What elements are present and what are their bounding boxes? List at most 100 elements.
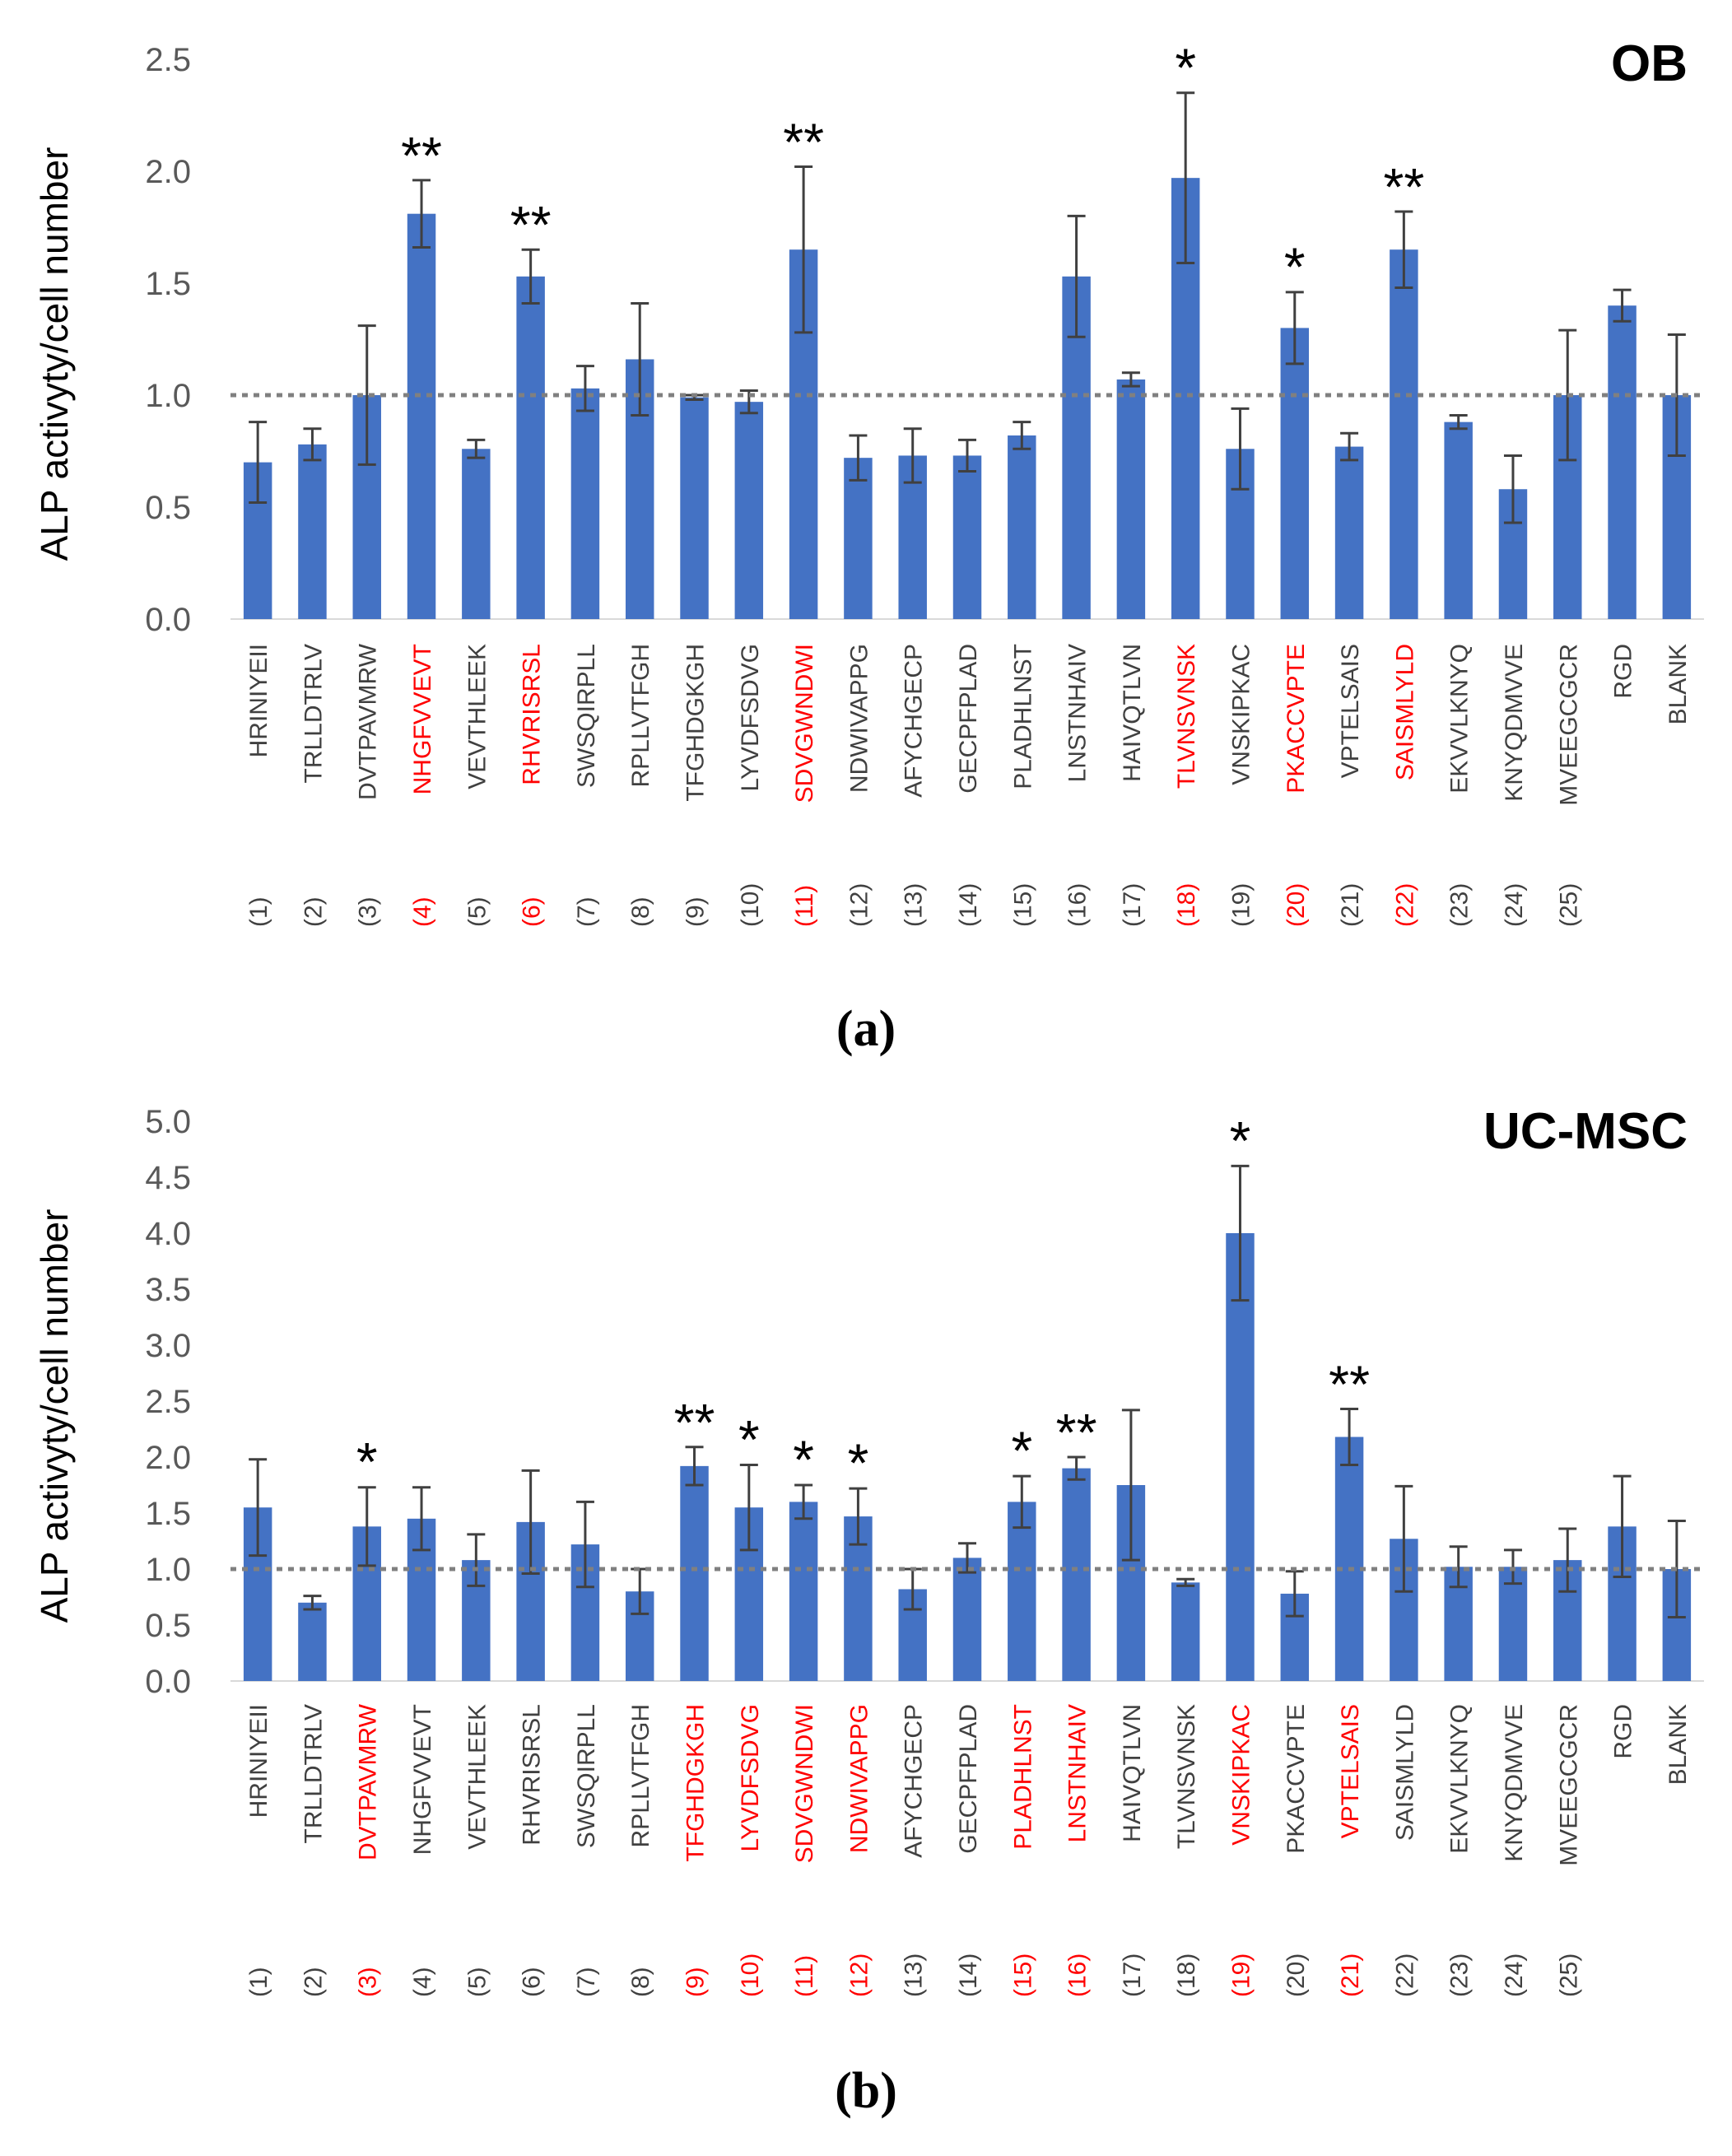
category-label: VPTELSAIS — [1337, 1704, 1364, 1838]
category-label: TRLLDTRLV — [300, 1704, 327, 1843]
peptide-number: (16) — [1064, 883, 1092, 927]
category-label: NHGFVVEVT — [409, 644, 436, 794]
peptide-number: (9) — [682, 896, 710, 927]
significance-marker: ** — [1056, 1403, 1097, 1462]
peptide-number: (18) — [1173, 883, 1200, 927]
peptide-number: (14) — [955, 883, 982, 927]
y-tick-label: 3.0 — [145, 1328, 191, 1364]
y-tick-label: 1.0 — [145, 1552, 191, 1588]
peptide-number: (21) — [1337, 883, 1364, 927]
category-label: HAIVQTLVN — [1119, 1704, 1146, 1842]
y-tick-label: 1.5 — [145, 1496, 191, 1532]
peptide-number: (3) — [355, 896, 382, 927]
bar — [407, 213, 436, 619]
category-label: NDWIVAPPG — [845, 1704, 873, 1853]
peptide-number: (7) — [573, 1967, 600, 1997]
category-label: TLVNSVNSK — [1173, 1704, 1200, 1849]
category-label: LYVDFSDVG — [737, 644, 764, 792]
y-tick-label: 2.0 — [145, 154, 191, 190]
significance-marker: * — [738, 1409, 760, 1470]
category-label: RPLLVTFGH — [627, 1704, 654, 1847]
bar — [1280, 328, 1310, 619]
category-label: RHVRISRSL — [519, 644, 546, 785]
category-label: RGD — [1610, 1704, 1637, 1759]
peptide-number: (19) — [1227, 883, 1255, 927]
y-tick-label: 2.5 — [145, 1384, 191, 1420]
category-label: TRLLDTRLV — [300, 644, 327, 783]
category-label: NHGFVVEVT — [409, 1704, 436, 1855]
peptide-number: (1) — [245, 896, 272, 927]
bar — [789, 1502, 818, 1681]
bar — [1608, 305, 1637, 619]
peptide-number: (25) — [1555, 1953, 1582, 1997]
significance-marker: * — [1011, 1420, 1032, 1481]
category-label: DVTPAVMRW — [355, 1703, 382, 1860]
significance-marker: * — [1284, 236, 1306, 297]
bar — [1226, 1233, 1255, 1681]
peptide-number: (6) — [519, 896, 546, 927]
peptide-number: (23) — [1446, 1953, 1474, 1997]
bar — [1498, 1567, 1528, 1681]
panel-caption: (a) — [836, 1001, 896, 1057]
peptide-number: (8) — [627, 896, 654, 927]
category-label: VEVTHLEEK — [463, 1704, 491, 1850]
peptide-number: (4) — [409, 1967, 436, 1997]
chart-panel-uc-msc: 0.0 0.5 1.0 1.5 2.0 2.5 3.0 3.5 4.0 4.5 5.0 ALP act… — [33, 1103, 1704, 2119]
peptide-number: (7) — [573, 896, 600, 927]
category-label: SDVGWNDWI — [791, 1704, 818, 1863]
category-label: RPLLVTFGH — [627, 644, 654, 787]
significance-marker: ** — [401, 126, 442, 185]
y-tick-label: 5.0 — [145, 1104, 191, 1140]
bar — [1008, 1502, 1036, 1681]
peptide-number: (11) — [791, 885, 818, 927]
y-tick-label: 3.5 — [145, 1272, 191, 1308]
significance-marker: ** — [1383, 157, 1424, 217]
category-label: VPTELSAIS — [1337, 644, 1364, 778]
significance-marker: * — [848, 1432, 869, 1493]
chart-title: UC-MSC — [1483, 1103, 1688, 1160]
category-label: TLVNSVNSK — [1173, 644, 1200, 789]
category-label: RGD — [1610, 644, 1637, 699]
category-label: HRINIYEII — [245, 644, 272, 757]
bar — [1116, 379, 1146, 619]
peptide-number: (2) — [300, 1967, 327, 1997]
peptide-number: (14) — [955, 1953, 982, 1997]
peptide-number: (10) — [737, 1953, 764, 1997]
category-label: DVTPAVMRW — [355, 643, 382, 800]
significance-marker: * — [1175, 37, 1196, 98]
y-tick-label: 0.0 — [145, 602, 191, 638]
peptide-number: (20) — [1283, 1953, 1310, 1997]
category-label: HRINIYEII — [245, 1704, 272, 1818]
peptide-number: (17) — [1119, 1953, 1146, 1997]
category-label: SDVGWNDWI — [791, 644, 818, 803]
category-label: VNSKIPKAC — [1227, 1704, 1255, 1846]
peptide-number: (11) — [791, 1955, 818, 1997]
bar — [952, 1558, 982, 1681]
bar — [844, 458, 873, 619]
category-label: NDWIVAPPG — [845, 644, 873, 793]
bar — [1334, 1437, 1364, 1681]
peptide-number: (8) — [627, 1967, 654, 1997]
category-label: RHVRISRSL — [519, 1704, 546, 1846]
peptide-number: (12) — [845, 1953, 873, 1997]
y-tick-label: 4.5 — [145, 1160, 191, 1196]
bar — [1171, 1582, 1200, 1681]
bar — [516, 276, 545, 619]
category-label: VEVTHLEEK — [463, 644, 491, 789]
peptide-number: (24) — [1501, 883, 1528, 927]
y-tick-label: 2.5 — [145, 42, 191, 78]
category-label: GECPFPLAD — [955, 644, 982, 794]
bar — [298, 1602, 327, 1681]
peptide-number: (5) — [463, 1967, 491, 1997]
category-label: SAISMLYLD — [1391, 1704, 1418, 1841]
peptide-number: (13) — [901, 883, 928, 927]
chart-title: OB — [1611, 35, 1688, 92]
bar — [680, 397, 709, 619]
category-label: SWSQIRPLL — [573, 1704, 600, 1848]
bar — [298, 444, 327, 619]
category-label: GECPFPLAD — [955, 1704, 982, 1854]
y-tick-label: 0.0 — [145, 1664, 191, 1700]
y-tick-label: 4.0 — [145, 1216, 191, 1252]
peptide-number: (22) — [1391, 883, 1418, 927]
